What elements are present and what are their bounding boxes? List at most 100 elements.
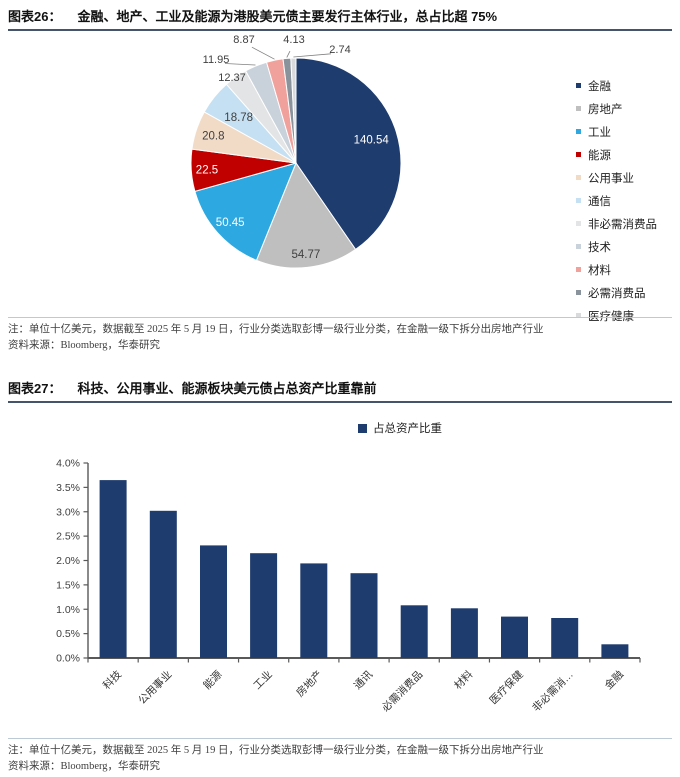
pie-legend-marker bbox=[576, 221, 581, 226]
pie-value-label: 50.45 bbox=[216, 217, 245, 229]
figure27-note: 注：单位十亿美元，数据截至 2025 年 5 月 19 日，行业分类选取彭博一级… bbox=[8, 738, 672, 775]
pie-value-label: 4.13 bbox=[283, 34, 304, 46]
pie-legend-marker bbox=[576, 106, 581, 111]
pie-value-label: 54.77 bbox=[292, 249, 321, 261]
figure27-header: 图表27： 科技、公用事业、能源板块美元债占总资产比重靠前 bbox=[8, 376, 672, 403]
figure27-label: 图表27： bbox=[8, 381, 62, 396]
bar-金融 bbox=[601, 644, 629, 658]
pie-legend-label: 非必需消费品 bbox=[588, 218, 657, 231]
pie-legend-marker bbox=[576, 267, 581, 272]
x-axis-category-label: 材料 bbox=[451, 668, 475, 692]
pie-leader-line bbox=[251, 46, 275, 60]
pie-legend-label: 必需消费品 bbox=[588, 287, 646, 300]
bar-工业 bbox=[250, 553, 278, 658]
pie-legend-label: 技术 bbox=[588, 241, 611, 254]
x-axis-category-label: 金融 bbox=[602, 668, 626, 692]
x-axis-category-label: 工业 bbox=[251, 669, 274, 692]
pie-legend-marker bbox=[576, 175, 581, 180]
pie-value-label: 11.95 bbox=[203, 54, 230, 66]
pie-leader-line bbox=[224, 63, 256, 66]
bar-通讯 bbox=[350, 573, 378, 658]
pie-legend-item-工业: 工业 bbox=[576, 120, 676, 143]
x-axis-category-label: 医疗保健 bbox=[487, 668, 526, 707]
pie-slice-工业 bbox=[194, 162, 297, 261]
figure26-note-text: 注：单位十亿美元，数据截至 2025 年 5 月 19 日，行业分类选取彭博一级… bbox=[8, 324, 544, 335]
pie-value-label: 8.87 bbox=[233, 34, 254, 46]
bar-legend: 占总资产比重 bbox=[358, 420, 442, 436]
bar-非必需消… bbox=[551, 618, 579, 658]
figure26-source-text: 资料来源：Bloomberg，华泰研究 bbox=[8, 340, 161, 351]
pie-legend-marker bbox=[576, 198, 581, 203]
pie-legend-label: 房地产 bbox=[588, 103, 623, 116]
bar-科技 bbox=[99, 480, 127, 658]
bar-能源 bbox=[200, 545, 227, 658]
pie-legend-marker bbox=[576, 129, 581, 134]
pie-value-label: 140.54 bbox=[354, 135, 390, 147]
bar-公用事业 bbox=[149, 510, 177, 658]
x-axis-category-label: 非必需消… bbox=[530, 668, 576, 714]
y-axis-tick-label: 3.5% bbox=[56, 482, 80, 494]
pie-legend-marker bbox=[576, 290, 581, 295]
y-axis-tick-label: 1.5% bbox=[56, 579, 80, 591]
pie-slice-房地产 bbox=[255, 161, 357, 269]
y-axis-tick-label: 4.0% bbox=[56, 458, 80, 470]
figure27-note-text: 注：单位十亿美元，数据截至 2025 年 5 月 19 日，行业分类选取彭博一级… bbox=[8, 745, 544, 756]
pie-leader-line bbox=[286, 50, 291, 58]
pie-legend-label: 金融 bbox=[588, 80, 611, 93]
pie-legend-label: 材料 bbox=[588, 264, 611, 277]
pie-slice-医疗健康 bbox=[290, 57, 297, 164]
bar-legend-marker bbox=[358, 423, 367, 433]
pie-value-label: 12.37 bbox=[218, 72, 246, 84]
x-axis-category-label: 必需消费品 bbox=[379, 668, 425, 714]
bar-医疗保健 bbox=[501, 616, 528, 658]
pie-legend-item-必需消费品: 必需消费品 bbox=[576, 281, 676, 304]
bar-chart: 0.0% 0.5% 1.0% 1.5% 2.0% 2.5% 3.0% 3.5% 4.0% 科技 公用… bbox=[56, 458, 641, 714]
figure26-header: 图表26： 金融、地产、工业及能源为港股美元债主要发行主体行业，总占比超 75% bbox=[8, 4, 672, 31]
pie-slice-金融 bbox=[295, 57, 402, 251]
x-axis-category-label: 公用事业 bbox=[136, 668, 175, 707]
pie-value-label: 22.5 bbox=[196, 164, 218, 176]
pie-chart-area: 140.54 54.77 50.45 22.5 20.8 18.78 12.37 11.95 8… bbox=[0, 28, 680, 323]
pie-value-label: 18.78 bbox=[224, 112, 253, 124]
figure27-source-text: 资料来源：Bloomberg，华泰研究 bbox=[8, 761, 161, 772]
x-axis-category-label: 能源 bbox=[201, 668, 225, 692]
bar-legend-label: 占总资产比重 bbox=[373, 423, 442, 435]
pie-legend-item-金融: 金融 bbox=[576, 74, 676, 97]
bar-材料 bbox=[450, 608, 478, 658]
y-axis-tick-label: 3.0% bbox=[56, 506, 80, 518]
pie-chart: 140.54 54.77 50.45 22.5 20.818.78 12.37 11.958… bbox=[190, 34, 402, 269]
pie-legend-item-通信: 通信 bbox=[576, 189, 676, 212]
figure26-note: 注：单位十亿美元，数据截至 2025 年 5 月 19 日，行业分类选取彭博一级… bbox=[8, 317, 672, 354]
pie-legend-item-材料: 材料 bbox=[576, 258, 676, 281]
pie-leader-line bbox=[293, 53, 332, 58]
pie-legend-item-医疗健康: 医疗健康 bbox=[576, 304, 676, 327]
pie-legend-label: 医疗健康 bbox=[588, 310, 634, 323]
pie-value-label: 20.8 bbox=[202, 131, 224, 143]
bar-chart-area: 0.0% 0.5% 1.0% 1.5% 2.0% 2.5% 3.0% 3.5% 4.0% 科技 公用… bbox=[0, 435, 680, 735]
y-axis-tick-label: 1.0% bbox=[56, 604, 80, 616]
pie-legend-item-非必需消费品: 非必需消费品 bbox=[576, 212, 676, 235]
pie-legend: 金融房地产工业能源公用事业通信非必需消费品 技术材料必需消费品医疗健康 bbox=[576, 74, 676, 327]
x-axis-category-label: 通讯 bbox=[351, 668, 375, 692]
pie-legend-marker bbox=[576, 313, 581, 318]
figure26-title: 金融、地产、工业及能源为港股美元债主要发行主体行业，总占比超 75% bbox=[77, 9, 498, 24]
y-axis-tick-label: 0.5% bbox=[56, 628, 80, 640]
pie-legend-label: 能源 bbox=[588, 149, 611, 162]
pie-legend-marker bbox=[576, 244, 581, 249]
pie-value-label: 2.74 bbox=[329, 44, 350, 56]
x-axis-category-label: 房地产 bbox=[293, 668, 324, 699]
pie-legend-item-能源: 能源 bbox=[576, 143, 676, 166]
y-axis-tick-label: 0.0% bbox=[56, 653, 80, 665]
pie-legend-marker bbox=[576, 83, 581, 88]
figure26-label: 图表26： bbox=[8, 9, 62, 24]
pie-legend-item-技术: 技术 bbox=[576, 235, 676, 258]
pie-legend-label: 公用事业 bbox=[588, 172, 634, 185]
pie-legend-label: 工业 bbox=[588, 126, 611, 139]
pie-legend-item-房地产: 房地产 bbox=[576, 97, 676, 120]
bar-必需消费品 bbox=[400, 605, 428, 658]
y-axis-tick-label: 2.5% bbox=[56, 531, 80, 543]
figure27-title: 科技、公用事业、能源板块美元债占总资产比重靠前 bbox=[77, 381, 377, 396]
pie-legend-item-公用事业: 公用事业 bbox=[576, 166, 676, 189]
x-axis-category-label: 科技 bbox=[100, 668, 124, 692]
pie-legend-marker bbox=[576, 152, 581, 157]
